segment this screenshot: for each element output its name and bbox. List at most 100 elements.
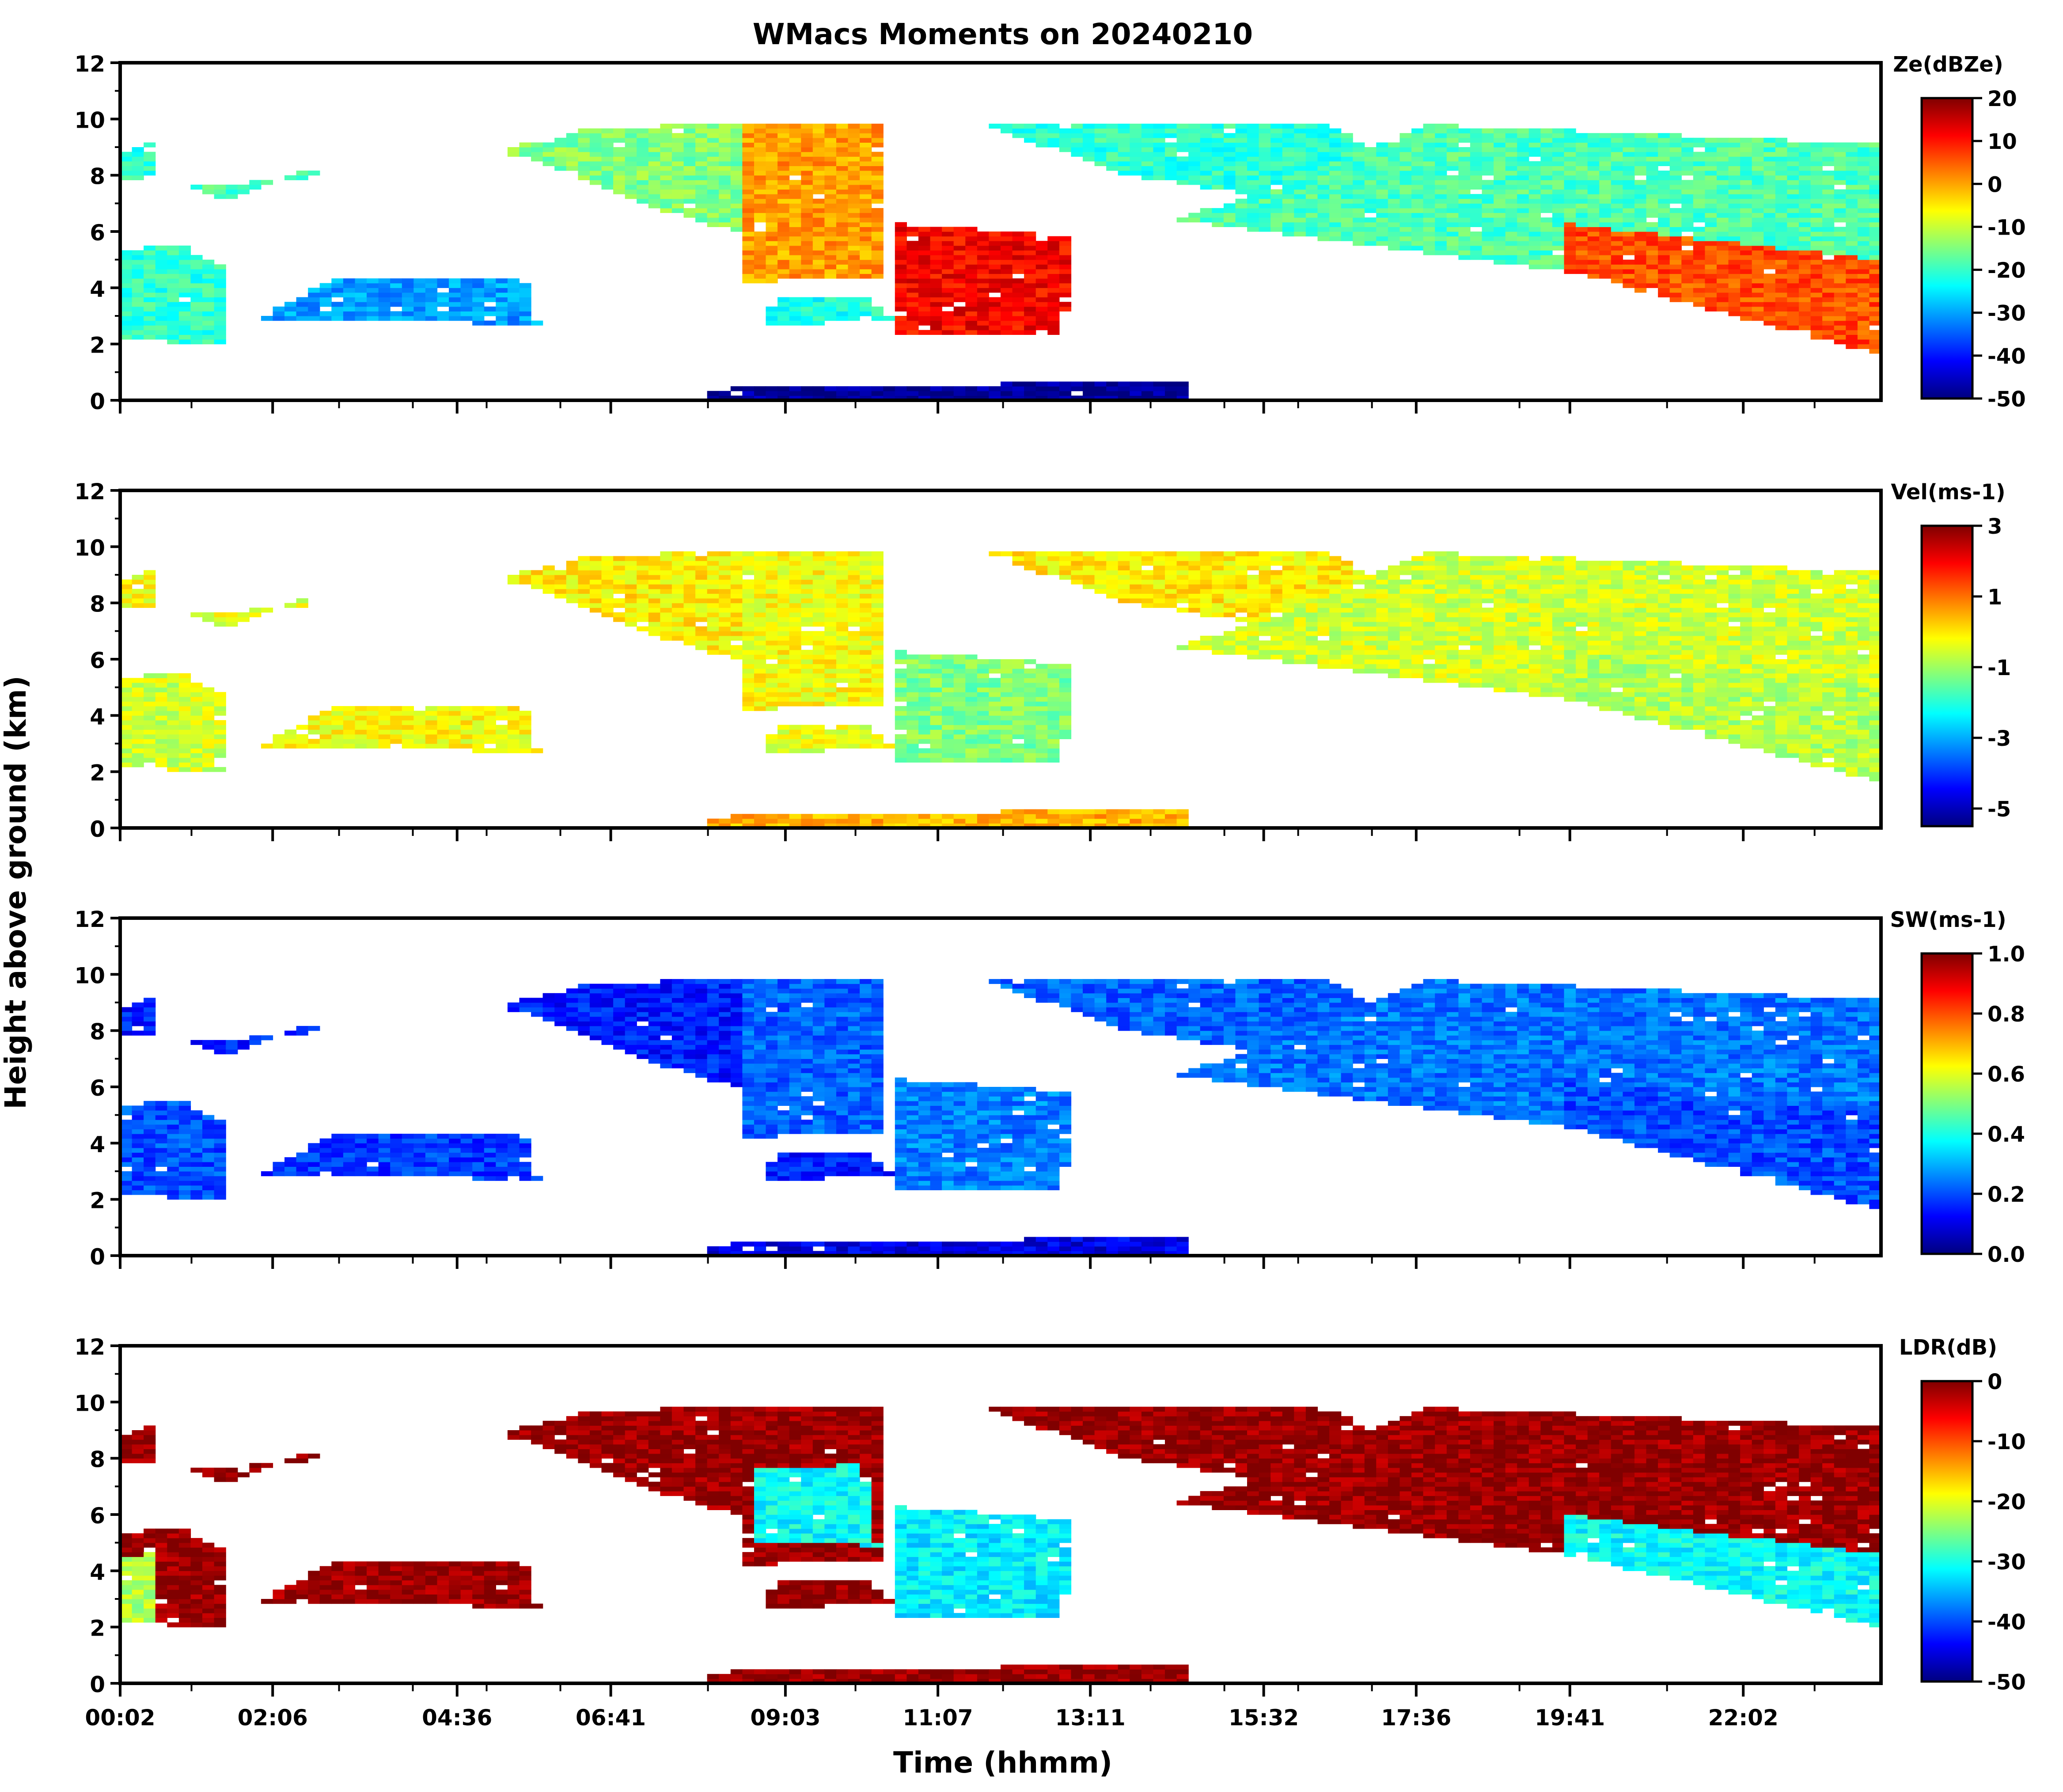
heatmap-cell: [1012, 123, 1024, 129]
heatmap-cell: [167, 339, 179, 345]
heatmap-cell: [1834, 325, 1846, 330]
heatmap-cell: [1388, 232, 1400, 237]
heatmap-cell: [132, 288, 144, 293]
heatmap-cell: [1693, 236, 1705, 241]
heatmap-cell: [836, 213, 849, 218]
heatmap-cell: [190, 334, 203, 340]
heatmap-cell: [989, 250, 1001, 255]
heatmap-cell: [1693, 292, 1705, 298]
heatmap-cell: [1599, 250, 1612, 255]
heatmap-cell: [1376, 241, 1388, 246]
heatmap-cell: [437, 297, 449, 302]
heatmap-cell: [1869, 180, 1881, 185]
heatmap-cell: [1282, 198, 1294, 204]
heatmap-cell: [1540, 156, 1553, 162]
heatmap-cell: [1482, 194, 1494, 199]
heatmap-cell: [801, 311, 813, 316]
heatmap-cell: [930, 273, 942, 279]
heatmap-cell: [1646, 213, 1658, 218]
heatmap-cell: [1775, 306, 1787, 311]
heatmap-cell: [777, 152, 790, 157]
heatmap-cell: [1669, 283, 1682, 288]
heatmap-cell: [1270, 189, 1283, 194]
heatmap-cell: [613, 147, 626, 152]
heatmap-cell: [1001, 381, 1013, 387]
heatmap-cell: [132, 283, 144, 288]
heatmap-cell: [824, 603, 837, 608]
heatmap-cell: [895, 818, 907, 824]
heatmap-cell: [637, 626, 649, 631]
heatmap-cell: [202, 325, 215, 330]
heatmap-cell: [942, 814, 954, 819]
heatmap-cell: [1024, 823, 1036, 828]
heatmap-cell: [1353, 227, 1365, 232]
heatmap-cell: [507, 152, 520, 157]
heatmap-cell: [1212, 156, 1224, 162]
heatmap-cell: [742, 814, 755, 819]
heatmap-cell: [437, 292, 449, 298]
heatmap-cell: [742, 612, 755, 618]
heatmap-cell: [766, 137, 778, 143]
heatmap-cell: [190, 339, 203, 345]
heatmap-cell: [625, 156, 637, 162]
heatmap-cell: [1681, 222, 1694, 227]
heatmap-cell: [918, 753, 931, 758]
heatmap-cell: [671, 171, 684, 176]
heatmap-cell: [625, 603, 637, 608]
heatmap-cell: [1130, 142, 1142, 148]
heatmap-cell: [155, 687, 167, 692]
heatmap-cell: [1305, 232, 1318, 237]
heatmap-cell: [883, 814, 895, 819]
heatmap-cell: [1787, 203, 1799, 209]
heatmap-cell: [1740, 208, 1752, 213]
heatmap-cell: [202, 739, 215, 744]
heatmap-cell: [801, 725, 813, 730]
heatmap-cell: [460, 278, 473, 284]
heatmap-cell: [1083, 156, 1095, 162]
heatmap-cell: [1763, 316, 1776, 321]
heatmap-cell: [730, 565, 743, 570]
heatmap-cell: [1024, 236, 1036, 241]
heatmap-cell: [801, 194, 813, 199]
heatmap-cell: [413, 316, 426, 321]
heatmap-cell: [942, 283, 954, 288]
heatmap-cell: [355, 715, 367, 721]
heatmap-cell: [1693, 194, 1705, 199]
heatmap-cell: [1846, 302, 1858, 307]
heatmap-cell: [1822, 334, 1835, 340]
heatmap-cell: [930, 395, 942, 401]
heatmap-cell: [1024, 306, 1036, 311]
heatmap-cell: [1446, 250, 1459, 255]
heatmap-cell: [1681, 255, 1694, 260]
heatmap-cell: [578, 142, 590, 148]
heatmap-cell: [683, 208, 696, 213]
heatmap-cell: [942, 330, 954, 335]
heatmap-cell: [766, 626, 778, 631]
heatmap-cell: [930, 320, 942, 326]
heatmap-cell: [1528, 241, 1541, 246]
heatmap-cell: [860, 570, 872, 575]
heatmap-cell: [155, 245, 167, 251]
heatmap-cell: [1799, 217, 1811, 223]
heatmap-cell: [871, 823, 884, 828]
heatmap-cell: [1153, 381, 1165, 387]
heatmap-cell: [449, 706, 461, 711]
heatmap-cell: [1623, 241, 1635, 246]
heatmap-cell: [120, 273, 133, 279]
heatmap-cell: [202, 729, 215, 735]
heatmap-cell: [589, 128, 602, 133]
heatmap-cell: [226, 189, 238, 194]
heatmap-cell: [1787, 161, 1799, 166]
heatmap-cell: [1001, 696, 1013, 702]
heatmap-cell: [1130, 123, 1142, 129]
heatmap-cell: [1669, 137, 1682, 143]
heatmap-cell: [578, 161, 590, 166]
heatmap-cell: [531, 156, 543, 162]
heatmap-cell: [1740, 213, 1752, 218]
heatmap-cell: [601, 147, 614, 152]
heatmap-cell: [167, 325, 179, 330]
heatmap-cell: [1822, 297, 1835, 302]
heatmap-cell: [1388, 203, 1400, 209]
heatmap-cell: [1869, 273, 1881, 279]
heatmap-cell: [1364, 147, 1377, 152]
